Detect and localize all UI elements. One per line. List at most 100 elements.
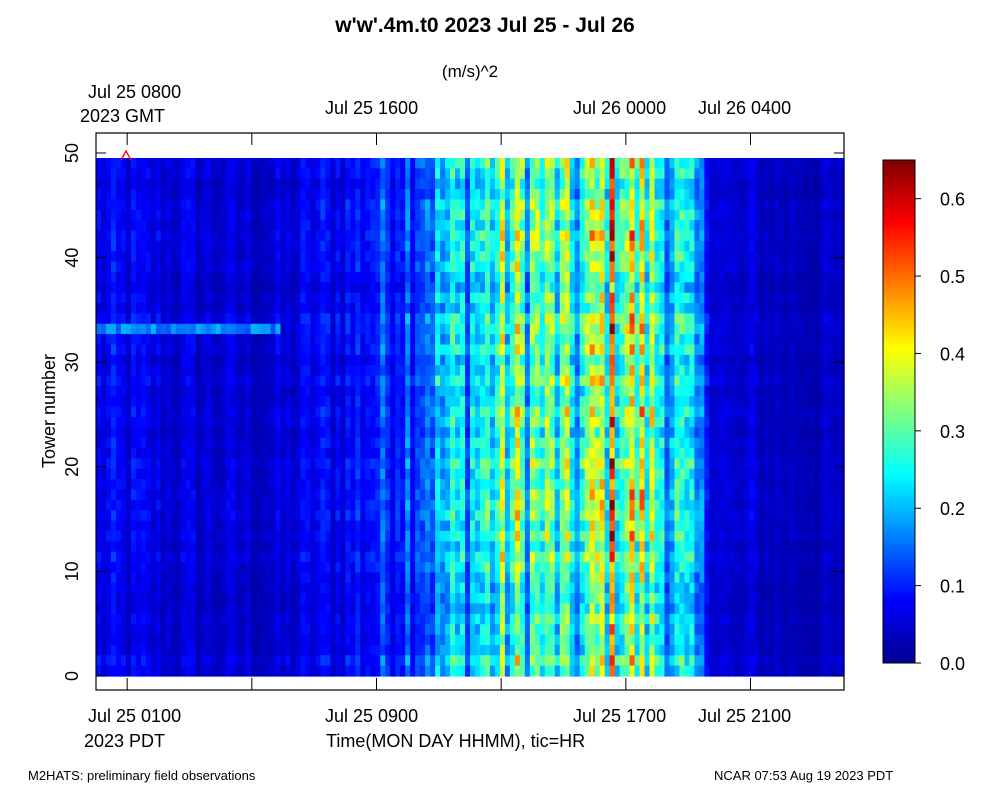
heatmap-cell [639, 240, 646, 252]
heatmap-cell [714, 489, 720, 501]
heatmap-cell [250, 230, 257, 242]
heatmap-cell [260, 282, 267, 294]
heatmap-cell [804, 375, 810, 387]
heatmap-cell [764, 385, 770, 397]
heatmap-cell [110, 292, 117, 304]
heatmap-cell [609, 313, 616, 325]
heatmap-cell [315, 303, 321, 314]
heatmap-cell [135, 406, 142, 418]
heatmap-cell [360, 220, 366, 232]
heatmap-cell [659, 230, 666, 242]
heatmap-cell [335, 365, 341, 377]
heatmap-cell [340, 448, 346, 460]
heatmap-cell [405, 240, 411, 252]
heatmap-cell [589, 292, 596, 304]
heatmap-cell [624, 313, 631, 325]
heatmap-cell [754, 261, 760, 273]
heatmap-cell [260, 240, 267, 252]
heatmap-cell [115, 199, 122, 211]
heatmap-cell [335, 354, 341, 366]
heatmap-cell [829, 489, 835, 501]
heatmap-cell [719, 417, 725, 428]
heatmap-cell [300, 313, 307, 325]
heatmap-cell [774, 437, 780, 449]
heatmap-cell [455, 261, 461, 273]
heatmap-cell [674, 292, 681, 304]
heatmap-cell [669, 354, 676, 366]
heatmap-cell [604, 189, 611, 201]
heatmap-cell [614, 303, 621, 314]
heatmap-cell [195, 292, 202, 304]
heatmap-cell [355, 334, 361, 346]
heatmap-cell [599, 417, 606, 428]
heatmap-cell [659, 271, 666, 283]
heatmap-cell [380, 375, 386, 387]
heatmap-cell [350, 292, 356, 304]
heatmap-cell [709, 251, 715, 263]
heatmap-cell [499, 168, 506, 180]
heatmap-cell [465, 261, 471, 273]
heatmap-cell [664, 178, 671, 190]
heatmap-cell [295, 271, 302, 283]
heatmap-cell [235, 354, 242, 366]
heatmap-cell [679, 344, 686, 356]
heatmap-cell [165, 220, 172, 232]
heatmap-cell [479, 158, 486, 169]
heatmap-cell [784, 468, 790, 480]
heatmap-cell [450, 189, 456, 201]
heatmap-cell [759, 375, 765, 387]
heatmap-cell [370, 220, 376, 232]
heatmap-cell [664, 220, 671, 232]
heatmap-cell [744, 396, 750, 408]
heatmap-cell [145, 417, 152, 428]
heatmap-cell [415, 406, 421, 418]
heatmap-cell [744, 344, 750, 356]
heatmap-cell [135, 437, 142, 449]
heatmap-cell [784, 385, 790, 397]
heatmap-cell [130, 489, 137, 501]
heatmap-cell [539, 396, 546, 408]
heatmap-cell [455, 448, 461, 460]
heatmap-cell [430, 220, 436, 232]
heatmap-cell [96, 178, 102, 190]
heatmap-cell [275, 427, 282, 439]
heatmap-cell [350, 468, 356, 480]
heatmap-cell [474, 251, 481, 263]
heatmap-cell [215, 220, 222, 232]
heatmap-cell [265, 417, 272, 428]
heatmap-cell [200, 220, 207, 232]
heatmap-cell [649, 344, 656, 356]
heatmap-cell [205, 323, 212, 335]
heatmap-cell [230, 199, 237, 211]
heatmap-cell [160, 385, 167, 397]
heatmap-cell [225, 209, 232, 221]
heatmap-cell [385, 437, 391, 449]
heatmap-cell [435, 189, 441, 201]
heatmap-cell [295, 365, 302, 377]
heatmap-cell [230, 282, 237, 294]
heatmap-cell [584, 282, 591, 294]
heatmap-cell [430, 189, 436, 201]
heatmap-cell [280, 261, 287, 273]
heatmap-cell [764, 313, 770, 325]
heatmap-cell [794, 354, 800, 366]
heatmap-cell [425, 334, 431, 346]
heatmap-cell [689, 344, 695, 356]
heatmap-cell [804, 448, 810, 460]
heatmap-cell [160, 427, 167, 439]
heatmap-cell [714, 168, 720, 180]
heatmap-cell [539, 479, 546, 491]
heatmap-cell [440, 251, 446, 263]
heatmap-cell [779, 365, 785, 377]
heatmap-cell [415, 365, 421, 377]
heatmap-cell [275, 178, 282, 190]
heatmap-cell [120, 365, 127, 377]
heatmap-cell [96, 458, 102, 470]
heatmap-cell [559, 168, 566, 180]
heatmap-cell [465, 385, 471, 397]
heatmap-cell [509, 354, 516, 366]
heatmap-cell [415, 230, 421, 242]
heatmap-cell [425, 458, 431, 470]
heatmap-cell [425, 375, 431, 387]
heatmap-cell [564, 375, 571, 387]
